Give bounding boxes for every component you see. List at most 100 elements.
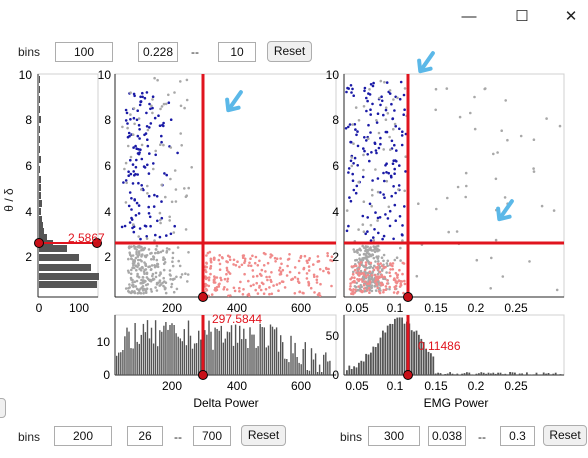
emg-hist-threshold-handle[interactable] — [403, 370, 413, 380]
scatter-point — [379, 262, 383, 265]
bottom-right-reset-button[interactable]: Reset — [543, 425, 587, 446]
scatter-point — [371, 266, 375, 270]
emg-threshold-handle[interactable] — [403, 292, 413, 302]
scatter-point — [223, 286, 226, 289]
minimize-button[interactable]: — — [454, 4, 484, 28]
bottom-right-bins-input[interactable]: 300 — [368, 426, 420, 446]
scatter-point — [184, 228, 188, 231]
scatter-point — [296, 280, 300, 283]
scatter-point — [483, 87, 487, 91]
close-button[interactable]: ✕ — [556, 4, 586, 28]
scatter-point — [373, 228, 376, 231]
scatter-point — [130, 197, 133, 200]
scatter-point — [183, 106, 186, 110]
scatter-point — [456, 185, 460, 189]
top-reset-button[interactable]: Reset — [267, 41, 312, 62]
scatter-point — [151, 111, 154, 115]
delta-hist-bar — [138, 343, 140, 375]
scatter-point — [404, 170, 407, 173]
scatter-point — [262, 282, 265, 286]
scatter-point — [154, 251, 157, 255]
emg-hist-bar — [473, 374, 475, 375]
scatter-point — [382, 193, 385, 196]
scatter-point — [552, 209, 556, 212]
scatter-point — [247, 279, 250, 283]
bottom-left-bins-input[interactable]: 200 — [54, 426, 112, 446]
ratio-threshold-handle-left[interactable] — [34, 238, 44, 248]
scatter-point — [226, 280, 229, 283]
emg-xtick: 0.1 — [387, 301, 404, 315]
scatter-point — [134, 144, 137, 148]
scatter-point — [236, 260, 239, 264]
scatter-point — [238, 265, 241, 269]
emg-hist-bar — [437, 372, 439, 375]
scatter-point — [204, 287, 208, 291]
delta-hist-bar — [187, 320, 190, 375]
scatter-point — [353, 276, 356, 280]
scatter-point — [162, 256, 165, 259]
bottom-right-range-separator: -- — [478, 430, 486, 444]
delta-threshold-handle[interactable] — [198, 292, 208, 302]
delta-xtick: 400 — [227, 301, 247, 315]
scatter-point — [391, 117, 394, 121]
scatter-point — [251, 269, 255, 272]
delta-hist-bar — [191, 348, 194, 375]
scatter-point — [377, 255, 380, 258]
scatter-point — [364, 280, 367, 284]
scatter-point — [402, 262, 406, 265]
scatter-point — [380, 99, 384, 103]
delta-hist-bar — [222, 342, 224, 375]
top-max-input[interactable]: 10 — [218, 42, 256, 62]
scatter-point — [127, 271, 131, 274]
scatter-point — [373, 264, 376, 268]
scatter-point — [350, 292, 353, 296]
scatter-point — [367, 286, 371, 290]
emg-hist-xtick: 0.15 — [424, 379, 448, 393]
scatter-point — [175, 287, 179, 291]
top-bins-input[interactable]: 100 — [55, 42, 113, 62]
scatter-point — [218, 268, 222, 272]
scatter-point — [297, 259, 301, 263]
ratio-hist-bar — [39, 222, 43, 229]
maximize-button[interactable]: ☐ — [507, 4, 537, 28]
scatter-point — [158, 274, 161, 277]
scatter-point — [357, 285, 360, 288]
scatter-point — [149, 122, 153, 125]
scatter-point — [149, 252, 152, 255]
bottom-left-reset-button[interactable]: Reset — [241, 425, 286, 446]
scatter-point — [322, 269, 325, 273]
bottom-left-max-input[interactable]: 700 — [193, 426, 231, 446]
scatter-point — [374, 149, 378, 152]
ratio-threshold-handle-right[interactable] — [92, 238, 102, 248]
bottom-left-min-input[interactable]: 26 — [127, 426, 163, 446]
edge-button[interactable] — [0, 398, 6, 418]
scatter-point — [153, 116, 157, 120]
scatter-point — [355, 133, 358, 137]
emg-hist-bar — [509, 372, 511, 375]
delta-hist-bar — [275, 327, 278, 375]
scatter-point — [156, 219, 159, 223]
scatter-point — [138, 137, 141, 140]
bottom-right-max-input[interactable]: 0.3 — [500, 426, 535, 446]
ratio-hist-bar — [39, 86, 40, 93]
emg-hist-bar — [540, 374, 543, 375]
scatter-point — [136, 152, 140, 155]
delta-hist-threshold-handle[interactable] — [198, 370, 208, 380]
scatter-point — [170, 285, 173, 289]
scatter-point — [377, 280, 380, 284]
scatter-point — [383, 80, 386, 84]
scatter-point — [298, 290, 301, 294]
scatter-point — [377, 131, 381, 135]
scatter-point — [385, 179, 389, 183]
scatter-point — [133, 122, 136, 126]
scatter-point — [391, 162, 395, 165]
scatter-point — [241, 293, 245, 296]
scatter-point — [128, 246, 131, 250]
bottom-right-min-input[interactable]: 0.038 — [428, 426, 466, 446]
emg-ytick: 8 — [332, 113, 339, 127]
scatter-point — [305, 272, 309, 275]
scatter-point — [165, 173, 168, 177]
top-min-input[interactable]: 0.228 — [138, 42, 178, 62]
scatter-point — [374, 289, 378, 292]
scatter-point — [351, 179, 355, 182]
